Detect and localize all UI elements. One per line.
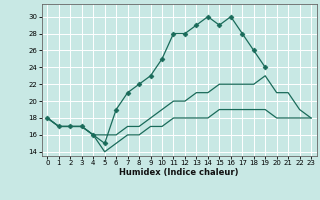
X-axis label: Humidex (Indice chaleur): Humidex (Indice chaleur) <box>119 168 239 177</box>
